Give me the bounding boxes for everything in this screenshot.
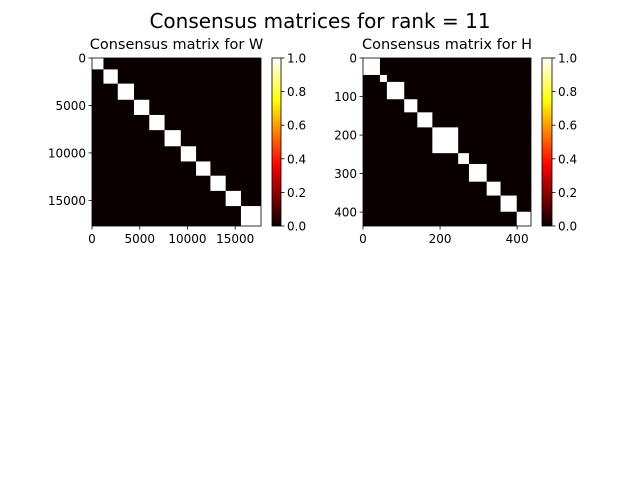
heatmap-h: Consensus matrix for H0 200 40001002003004… (334, 37, 577, 246)
x-tick-label: 200 (429, 232, 452, 246)
heatmap-block (387, 82, 404, 99)
figure-title: Consensus matrices for rank = 11 (149, 9, 490, 33)
colorbar-tick-label: 0.0 (558, 220, 577, 234)
heatmap-block (118, 84, 134, 100)
heatmap-block (404, 99, 417, 112)
heatmap-w: Consensus matrix for W 0 5000 10000 15000 0 50… (48, 37, 306, 246)
x-tick-label: 15000 (216, 232, 254, 246)
colorbar-tick-label: 0.4 (287, 152, 306, 166)
colorbar-tick-label: 0.8 (558, 85, 577, 99)
colorbar-tick-label: 0.0 (287, 220, 306, 234)
heatmap-block (363, 58, 380, 75)
colorbar-tick-label: 0.6 (287, 119, 306, 133)
y-tick-label: 15000 (48, 194, 86, 208)
heatmap-block (469, 164, 487, 182)
x-tick-label: 5000 (124, 232, 155, 246)
heatmap-block (517, 212, 531, 226)
heatmap-block (241, 206, 261, 226)
y-tick-label: 5000 (55, 99, 86, 113)
heatmap-block (165, 130, 181, 146)
y-tick-label: 0 (349, 52, 357, 66)
heatmap-block (380, 75, 387, 82)
y-tick-label: 10000 (48, 146, 86, 160)
x-tick-label: 10000 (168, 232, 206, 246)
colorbar-tick-label: 0.2 (558, 186, 577, 200)
x-tick-label: 0 (359, 232, 367, 246)
heatmap-block (134, 100, 149, 115)
heatmap-block (432, 127, 458, 153)
colorbar-tick-label: 1.0 (287, 52, 306, 66)
y-tick-label: 400 (334, 206, 357, 220)
heatmap-block (149, 115, 164, 130)
heatmap-title: Consensus matrix for H (362, 37, 532, 53)
y-tick-label: 100 (334, 90, 357, 104)
heatmap-block (210, 176, 225, 191)
colorbar (272, 58, 281, 226)
colorbar-tick-label: 0.6 (558, 119, 577, 133)
y-tick-label: 0 (78, 52, 86, 66)
heatmap-block (487, 182, 501, 196)
heatmap-block (458, 153, 469, 164)
heatmap-block (181, 146, 196, 161)
heatmap-block (92, 58, 103, 69)
colorbar-tick-label: 0.8 (287, 85, 306, 99)
heatmap-block (417, 112, 432, 127)
colorbar-tick-label: 0.4 (558, 152, 577, 166)
x-tick-label: 400 (506, 232, 529, 246)
heatmap-block (226, 191, 241, 206)
colorbar-tick-label: 0.2 (287, 186, 306, 200)
heatmap-block (103, 69, 117, 83)
heatmap-title: Consensus matrix for W (90, 37, 264, 53)
colorbar-tick-label: 1.0 (558, 52, 577, 66)
y-tick-label: 200 (334, 129, 357, 143)
heatmap-block (501, 196, 517, 212)
x-tick-label: 0 (88, 232, 96, 246)
y-tick-label: 300 (334, 167, 357, 181)
colorbar (542, 58, 552, 226)
heatmap-block (196, 161, 210, 175)
